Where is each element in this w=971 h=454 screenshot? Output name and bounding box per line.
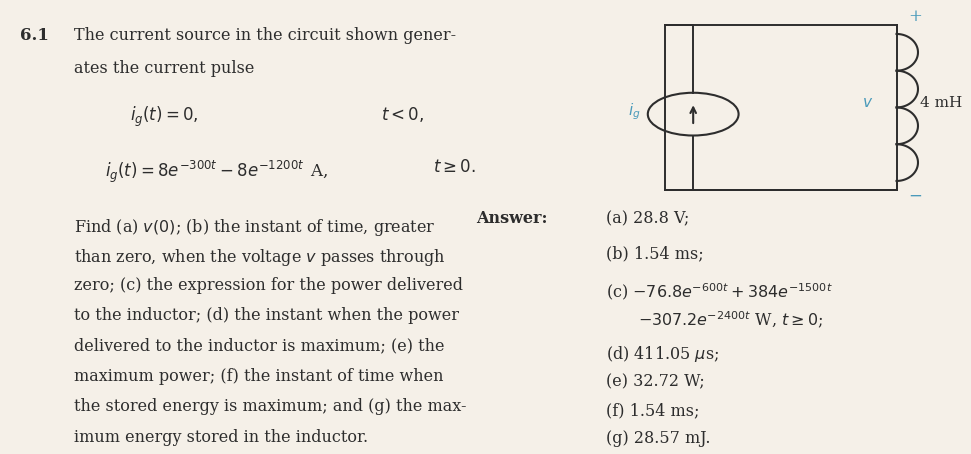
Text: Find (a) $v(0)$; (b) the instant of time, greater: Find (a) $v(0)$; (b) the instant of time…	[74, 217, 435, 237]
Text: −: −	[909, 188, 922, 205]
Text: 6.1: 6.1	[19, 27, 49, 44]
Text: $t \geq 0.$: $t \geq 0.$	[433, 159, 476, 176]
Text: (e) 32.72 W;: (e) 32.72 W;	[606, 373, 705, 390]
Text: The current source in the circuit shown gener-: The current source in the circuit shown …	[74, 27, 455, 44]
Bar	[665, 25, 896, 190]
Text: $i_g(t) = 8e^{-300t} - 8e^{-1200t}\,$ A,: $i_g(t) = 8e^{-300t} - 8e^{-1200t}\,$ A,	[105, 159, 328, 185]
Text: $v$: $v$	[861, 96, 873, 110]
Text: (b) 1.54 ms;: (b) 1.54 ms;	[606, 246, 704, 262]
Text: $i_g$: $i_g$	[627, 102, 640, 122]
Text: $i_g(t) = 0,$: $i_g(t) = 0,$	[130, 105, 199, 129]
Text: maximum power; (f) the instant of time when: maximum power; (f) the instant of time w…	[74, 368, 443, 385]
Text: $- 307.2e^{-2400t}$ W, $t \geq 0$;: $- 307.2e^{-2400t}$ W, $t \geq 0$;	[638, 310, 823, 331]
Text: (f) 1.54 ms;: (f) 1.54 ms;	[606, 402, 700, 419]
Text: Answer:: Answer:	[476, 210, 548, 227]
Text: 4 mH: 4 mH	[921, 96, 962, 110]
Text: (c) $-76.8e^{-600t} + 384e^{-1500t}$: (c) $-76.8e^{-600t} + 384e^{-1500t}$	[606, 281, 833, 302]
Text: zero; (c) the expression for the power delivered: zero; (c) the expression for the power d…	[74, 277, 463, 294]
Text: imum energy stored in the inductor.: imum energy stored in the inductor.	[74, 429, 368, 446]
Text: ates the current pulse: ates the current pulse	[74, 60, 254, 77]
Text: (a) 28.8 V;: (a) 28.8 V;	[606, 210, 689, 227]
Text: (g) 28.57 mJ.: (g) 28.57 mJ.	[606, 430, 711, 447]
Text: delivered to the inductor is maximum; (e) the: delivered to the inductor is maximum; (e…	[74, 338, 444, 355]
Text: +: +	[909, 8, 922, 25]
Text: (d) 411.05 $\mu$s;: (d) 411.05 $\mu$s;	[606, 344, 720, 364]
Text: than zero, when the voltage $v$ passes through: than zero, when the voltage $v$ passes t…	[74, 247, 446, 268]
Text: the stored energy is maximum; and (g) the max-: the stored energy is maximum; and (g) th…	[74, 398, 466, 415]
Text: to the inductor; (d) the instant when the power: to the inductor; (d) the instant when th…	[74, 307, 458, 325]
Text: $t < 0,$: $t < 0,$	[381, 105, 424, 124]
